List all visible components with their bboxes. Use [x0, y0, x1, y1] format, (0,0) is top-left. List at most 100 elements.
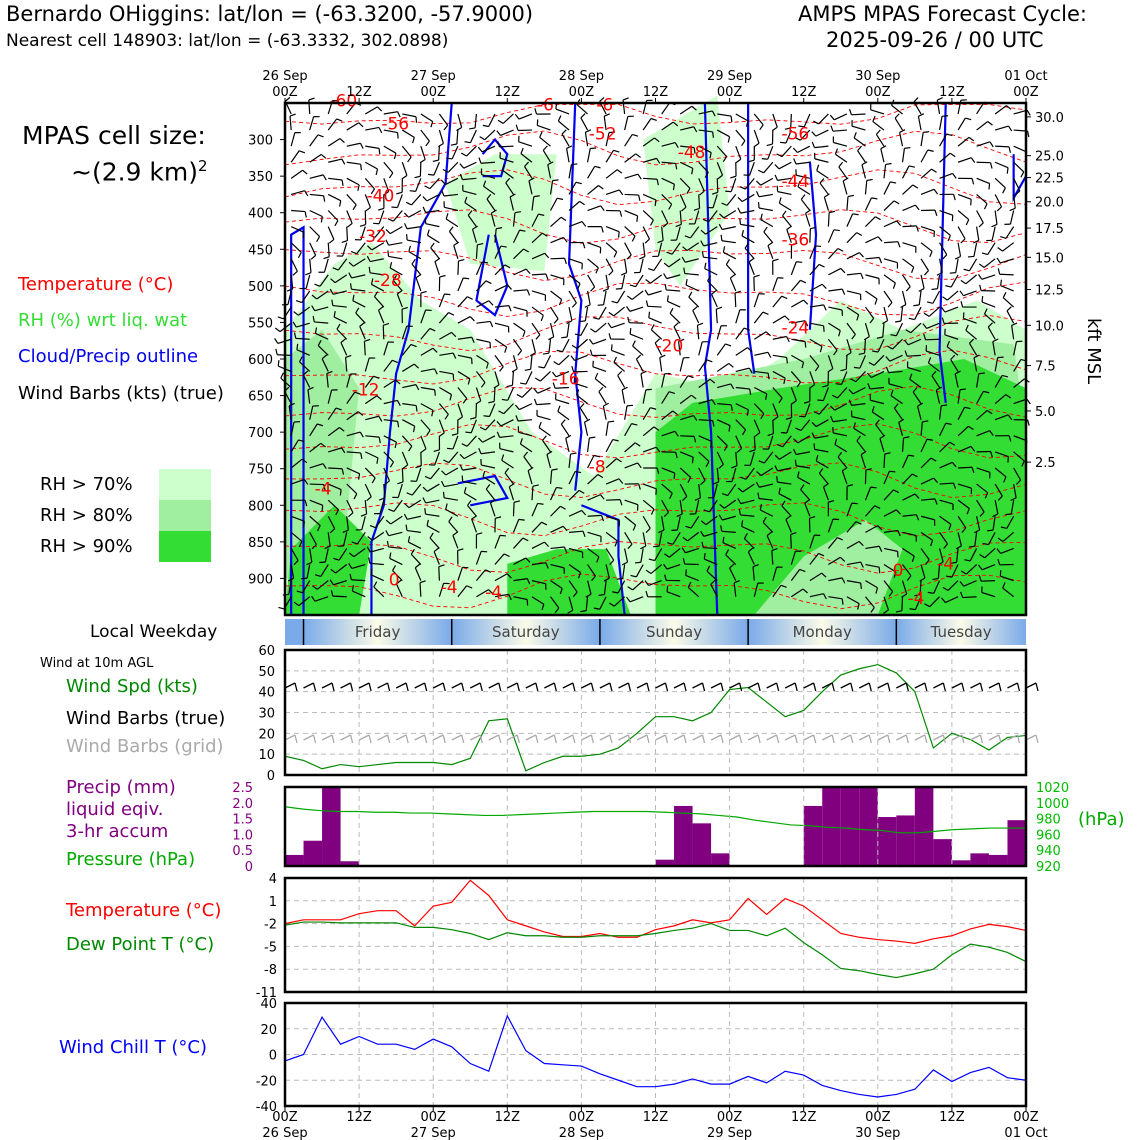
wind-barb: [790, 387, 797, 401]
wind-barb-feather: [650, 324, 655, 331]
wind-barb-feather: [410, 548, 415, 555]
wind-barb: [364, 500, 368, 515]
wind-barb-feather: [960, 570, 967, 575]
wind-barb-feather: [805, 209, 811, 214]
wind-barb: [716, 325, 722, 340]
wind-barb: [531, 273, 547, 276]
wind-barb-feather: [301, 458, 308, 464]
wind-barb-feather: [627, 316, 630, 323]
wind-barb: [818, 472, 829, 485]
top-date-label: 28 Sep: [559, 69, 604, 84]
wind-barb-feather: [424, 508, 427, 515]
wind-barb: [947, 580, 959, 591]
wind-barb: [485, 488, 496, 501]
wind-barb: [558, 354, 570, 366]
wind-barb-feather: [329, 288, 334, 295]
wind-barb: [388, 242, 403, 246]
wind-barb: [828, 577, 843, 582]
wind-barb-feather: [575, 389, 580, 396]
wind-barb-feather: [700, 229, 706, 235]
wind-barb: [555, 398, 570, 405]
wind-barb-feather: [432, 159, 439, 163]
wind-barb: [586, 148, 591, 163]
wind-barb: [503, 403, 514, 415]
wind-barb: [661, 430, 676, 437]
surface-wind-barb: [673, 682, 685, 689]
wind-barb-feather: [644, 289, 649, 296]
wind-barb-feather: [308, 97, 315, 101]
wind-barb-feather: [559, 588, 563, 595]
wind-barb: [587, 474, 599, 485]
wind-barb-feather: [593, 317, 600, 320]
wind-barb: [976, 210, 984, 224]
wind-barb: [729, 277, 737, 292]
wind-barb: [371, 283, 385, 292]
wind-barb-feather: [973, 354, 980, 359]
wind-barb-feather: [488, 589, 494, 595]
wind-barb-feather: [656, 158, 661, 164]
wind-barb-feather: [941, 115, 949, 117]
wind-barb-feather: [434, 257, 441, 263]
wind-barb-feather: [729, 563, 735, 569]
wind-barb-feather: [552, 382, 556, 389]
wind-barb-feather: [426, 229, 430, 236]
surface-wind-barb-feather: [757, 734, 761, 744]
wind-barb-feather: [376, 106, 383, 112]
wind-barb-feather: [520, 147, 524, 154]
wind-barb: [846, 580, 861, 584]
surface-wind-barb: [655, 734, 666, 741]
wind-barb: [734, 293, 737, 308]
wind-barb-feather: [984, 492, 989, 499]
wind-barb-feather: [525, 268, 531, 275]
wind-barb-feather: [394, 441, 397, 449]
wind-barb: [865, 563, 880, 568]
wind-barb: [827, 338, 838, 351]
surface-wind-barb: [544, 682, 555, 689]
wind-barb-feather: [672, 184, 675, 191]
temperature-contour: [284, 573, 1027, 610]
wind-barb-feather: [323, 195, 326, 202]
wind-barb: [401, 435, 413, 447]
surface-wind-barb-feather: [479, 682, 483, 692]
cloud-outline: [290, 225, 305, 615]
top-date-label: 29 Sep: [707, 69, 752, 84]
wind-barb-feather: [322, 463, 327, 470]
pressure-unit-label: (hPa): [1078, 809, 1125, 830]
wind-barb-feather: [277, 316, 284, 320]
wind-barb-feather: [457, 416, 463, 421]
wind-barb-feather: [700, 480, 706, 485]
wind-barb-feather: [611, 300, 618, 304]
surface-wind-barb-feather: [738, 734, 743, 744]
wind-barb: [494, 284, 508, 292]
wind-barb: [587, 242, 601, 249]
wind-barb: [963, 580, 977, 587]
surface-wind-barb: [414, 682, 425, 689]
wind-barb-feather: [927, 591, 934, 594]
wind-barb-feather: [742, 429, 747, 436]
wind-barb-feather: [467, 378, 471, 385]
wind-barb-feather: [833, 349, 838, 356]
wind-barb-feather: [801, 362, 805, 369]
wind-barb-feather: [829, 210, 836, 214]
wind-barb-feather: [452, 531, 459, 536]
wind-barb-feather: [846, 484, 854, 487]
wind-barb: [744, 177, 755, 190]
wind-barb: [827, 518, 834, 533]
wind-barb-feather: [370, 188, 376, 195]
wind-barb-feather: [556, 486, 563, 489]
wind-barb-feather: [968, 545, 975, 548]
wind-barb: [327, 210, 339, 222]
wind-barb-feather: [528, 177, 535, 182]
wind-barb-feather: [983, 390, 990, 394]
wind-barb-feather: [570, 355, 576, 361]
wind-barb: [457, 370, 471, 380]
wind-barb: [295, 337, 310, 340]
wind-barb-feather: [644, 580, 650, 586]
wind-barb-feather: [865, 468, 872, 471]
surface-wind-barb: [970, 734, 981, 741]
wind-barb-feather: [472, 225, 478, 230]
wind-barb: [851, 125, 866, 131]
surface-wind-barb: [303, 734, 314, 741]
wind-barb-feather: [959, 290, 964, 297]
wind-barb-feather: [333, 311, 336, 318]
